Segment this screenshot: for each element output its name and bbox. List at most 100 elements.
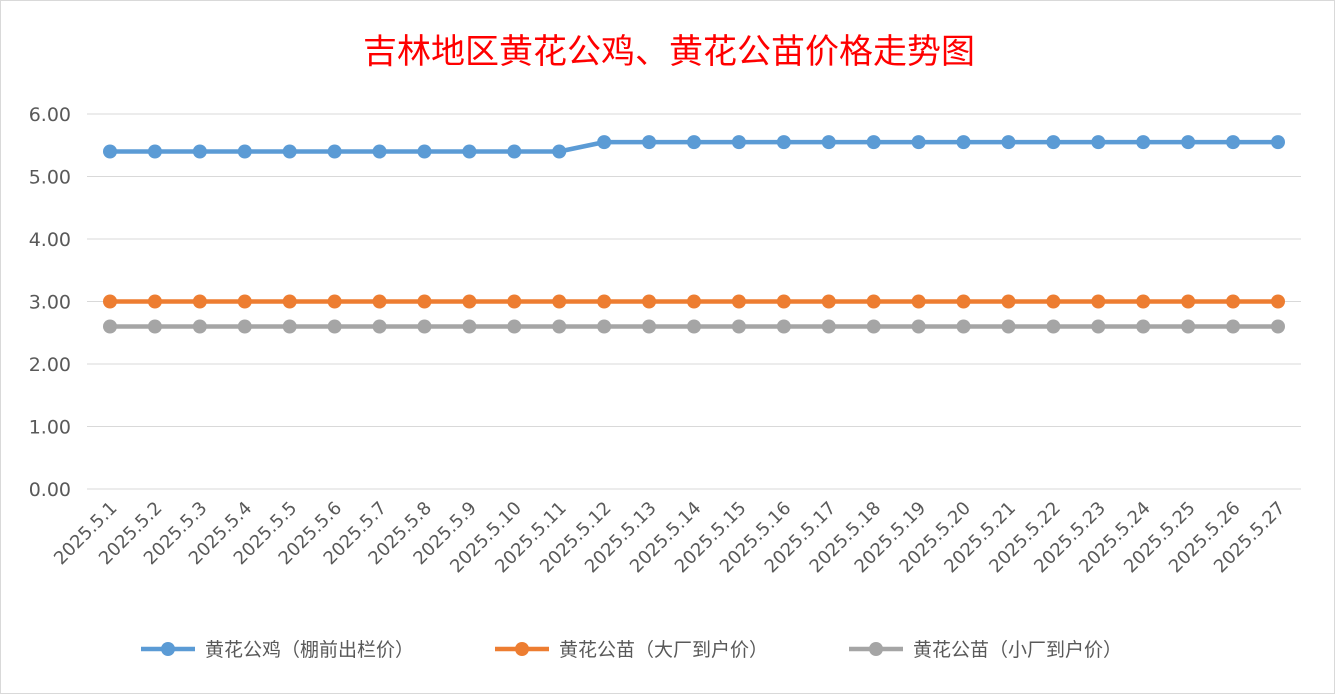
data-point bbox=[327, 144, 342, 159]
data-point bbox=[1181, 294, 1196, 309]
legend-label: 黄花公苗（大厂到户价） bbox=[559, 639, 768, 661]
data-point bbox=[147, 319, 162, 334]
data-point bbox=[1226, 135, 1241, 150]
data-point bbox=[1091, 294, 1106, 309]
series-group bbox=[103, 135, 1285, 334]
data-point bbox=[642, 319, 657, 334]
legend-swatch-marker bbox=[161, 642, 175, 656]
chart-title: 吉林地区黄花公鸡、黄花公苗价格走势图 bbox=[363, 32, 975, 72]
data-point bbox=[597, 319, 612, 334]
y-tick-label: 5.00 bbox=[29, 167, 71, 189]
data-point bbox=[776, 135, 791, 150]
data-point bbox=[731, 294, 746, 309]
data-point bbox=[911, 135, 926, 150]
data-point bbox=[1001, 135, 1016, 150]
data-point bbox=[1001, 294, 1016, 309]
data-point bbox=[731, 135, 746, 150]
data-point bbox=[1181, 135, 1196, 150]
data-point bbox=[642, 294, 657, 309]
data-point bbox=[103, 319, 117, 334]
data-point bbox=[507, 319, 522, 334]
data-point bbox=[552, 294, 567, 309]
data-point bbox=[462, 144, 477, 159]
data-point bbox=[866, 135, 881, 150]
data-point bbox=[1136, 135, 1151, 150]
data-point bbox=[282, 319, 297, 334]
data-point bbox=[1181, 319, 1196, 334]
data-point bbox=[372, 144, 387, 159]
data-point bbox=[282, 144, 297, 159]
data-point bbox=[372, 319, 387, 334]
data-point bbox=[237, 319, 252, 334]
y-tick-label: 3.00 bbox=[29, 292, 71, 314]
data-point bbox=[417, 319, 432, 334]
legend-label: 黄花公鸡（棚前出栏价） bbox=[205, 639, 414, 661]
y-axis-ticks: 0.00 1.00 2.00 3.00 4.00 5.00 6.00 bbox=[29, 104, 71, 501]
data-point bbox=[1046, 135, 1061, 150]
data-point bbox=[1271, 135, 1285, 150]
data-point bbox=[462, 319, 477, 334]
legend-item: 黄花公苗（小厂到户价） bbox=[849, 639, 1122, 661]
data-point bbox=[417, 144, 432, 159]
data-point bbox=[597, 135, 612, 150]
data-point bbox=[147, 144, 162, 159]
data-point bbox=[327, 319, 342, 334]
data-point bbox=[1001, 319, 1016, 334]
data-point bbox=[866, 294, 881, 309]
legend-item: 黄花公鸡（棚前出栏价） bbox=[141, 639, 414, 661]
data-point bbox=[597, 294, 612, 309]
data-point bbox=[1136, 294, 1151, 309]
y-tick-label: 4.00 bbox=[29, 229, 71, 251]
data-point bbox=[1046, 319, 1061, 334]
data-point bbox=[956, 294, 971, 309]
data-point bbox=[1091, 135, 1106, 150]
data-point bbox=[192, 294, 207, 309]
data-point bbox=[372, 294, 387, 309]
data-point bbox=[1046, 294, 1061, 309]
data-point bbox=[282, 294, 297, 309]
data-point bbox=[552, 144, 567, 159]
data-point bbox=[821, 294, 836, 309]
data-point bbox=[1136, 319, 1151, 334]
data-point bbox=[192, 319, 207, 334]
legend: 黄花公鸡（棚前出栏价） 黄花公苗（大厂到户价） 黄花公苗（小厂到户价） bbox=[141, 639, 1122, 661]
data-point bbox=[911, 294, 926, 309]
data-point bbox=[776, 319, 791, 334]
data-point bbox=[462, 294, 477, 309]
series-2 bbox=[103, 294, 1285, 309]
data-point bbox=[956, 135, 971, 150]
data-point bbox=[866, 319, 881, 334]
data-point bbox=[507, 144, 522, 159]
data-point bbox=[147, 294, 162, 309]
legend-swatch-marker bbox=[869, 642, 883, 656]
legend-swatch-marker bbox=[515, 642, 529, 656]
data-point bbox=[821, 319, 836, 334]
data-point bbox=[1226, 294, 1241, 309]
series-1 bbox=[103, 135, 1285, 159]
y-tick-label: 1.00 bbox=[29, 417, 71, 439]
data-point bbox=[687, 319, 701, 334]
data-point bbox=[507, 294, 522, 309]
data-point bbox=[417, 294, 432, 309]
data-point bbox=[237, 144, 252, 159]
data-point bbox=[1226, 319, 1241, 334]
data-point bbox=[642, 135, 657, 150]
data-point bbox=[103, 144, 117, 159]
data-point bbox=[192, 144, 207, 159]
legend-item: 黄花公苗（大厂到户价） bbox=[495, 639, 768, 661]
data-point bbox=[687, 135, 701, 150]
data-point bbox=[1271, 294, 1285, 309]
data-point bbox=[552, 319, 567, 334]
y-tick-label: 6.00 bbox=[29, 104, 71, 126]
x-axis-ticks: 2025.5.12025.5.22025.5.32025.5.42025.5.5… bbox=[50, 498, 1290, 578]
data-point bbox=[1091, 319, 1106, 334]
data-point bbox=[776, 294, 791, 309]
data-point bbox=[821, 135, 836, 150]
y-tick-label: 2.00 bbox=[29, 354, 71, 376]
y-tick-label: 0.00 bbox=[29, 479, 71, 501]
data-point bbox=[956, 319, 971, 334]
series-3 bbox=[103, 319, 1285, 334]
data-point bbox=[687, 294, 701, 309]
